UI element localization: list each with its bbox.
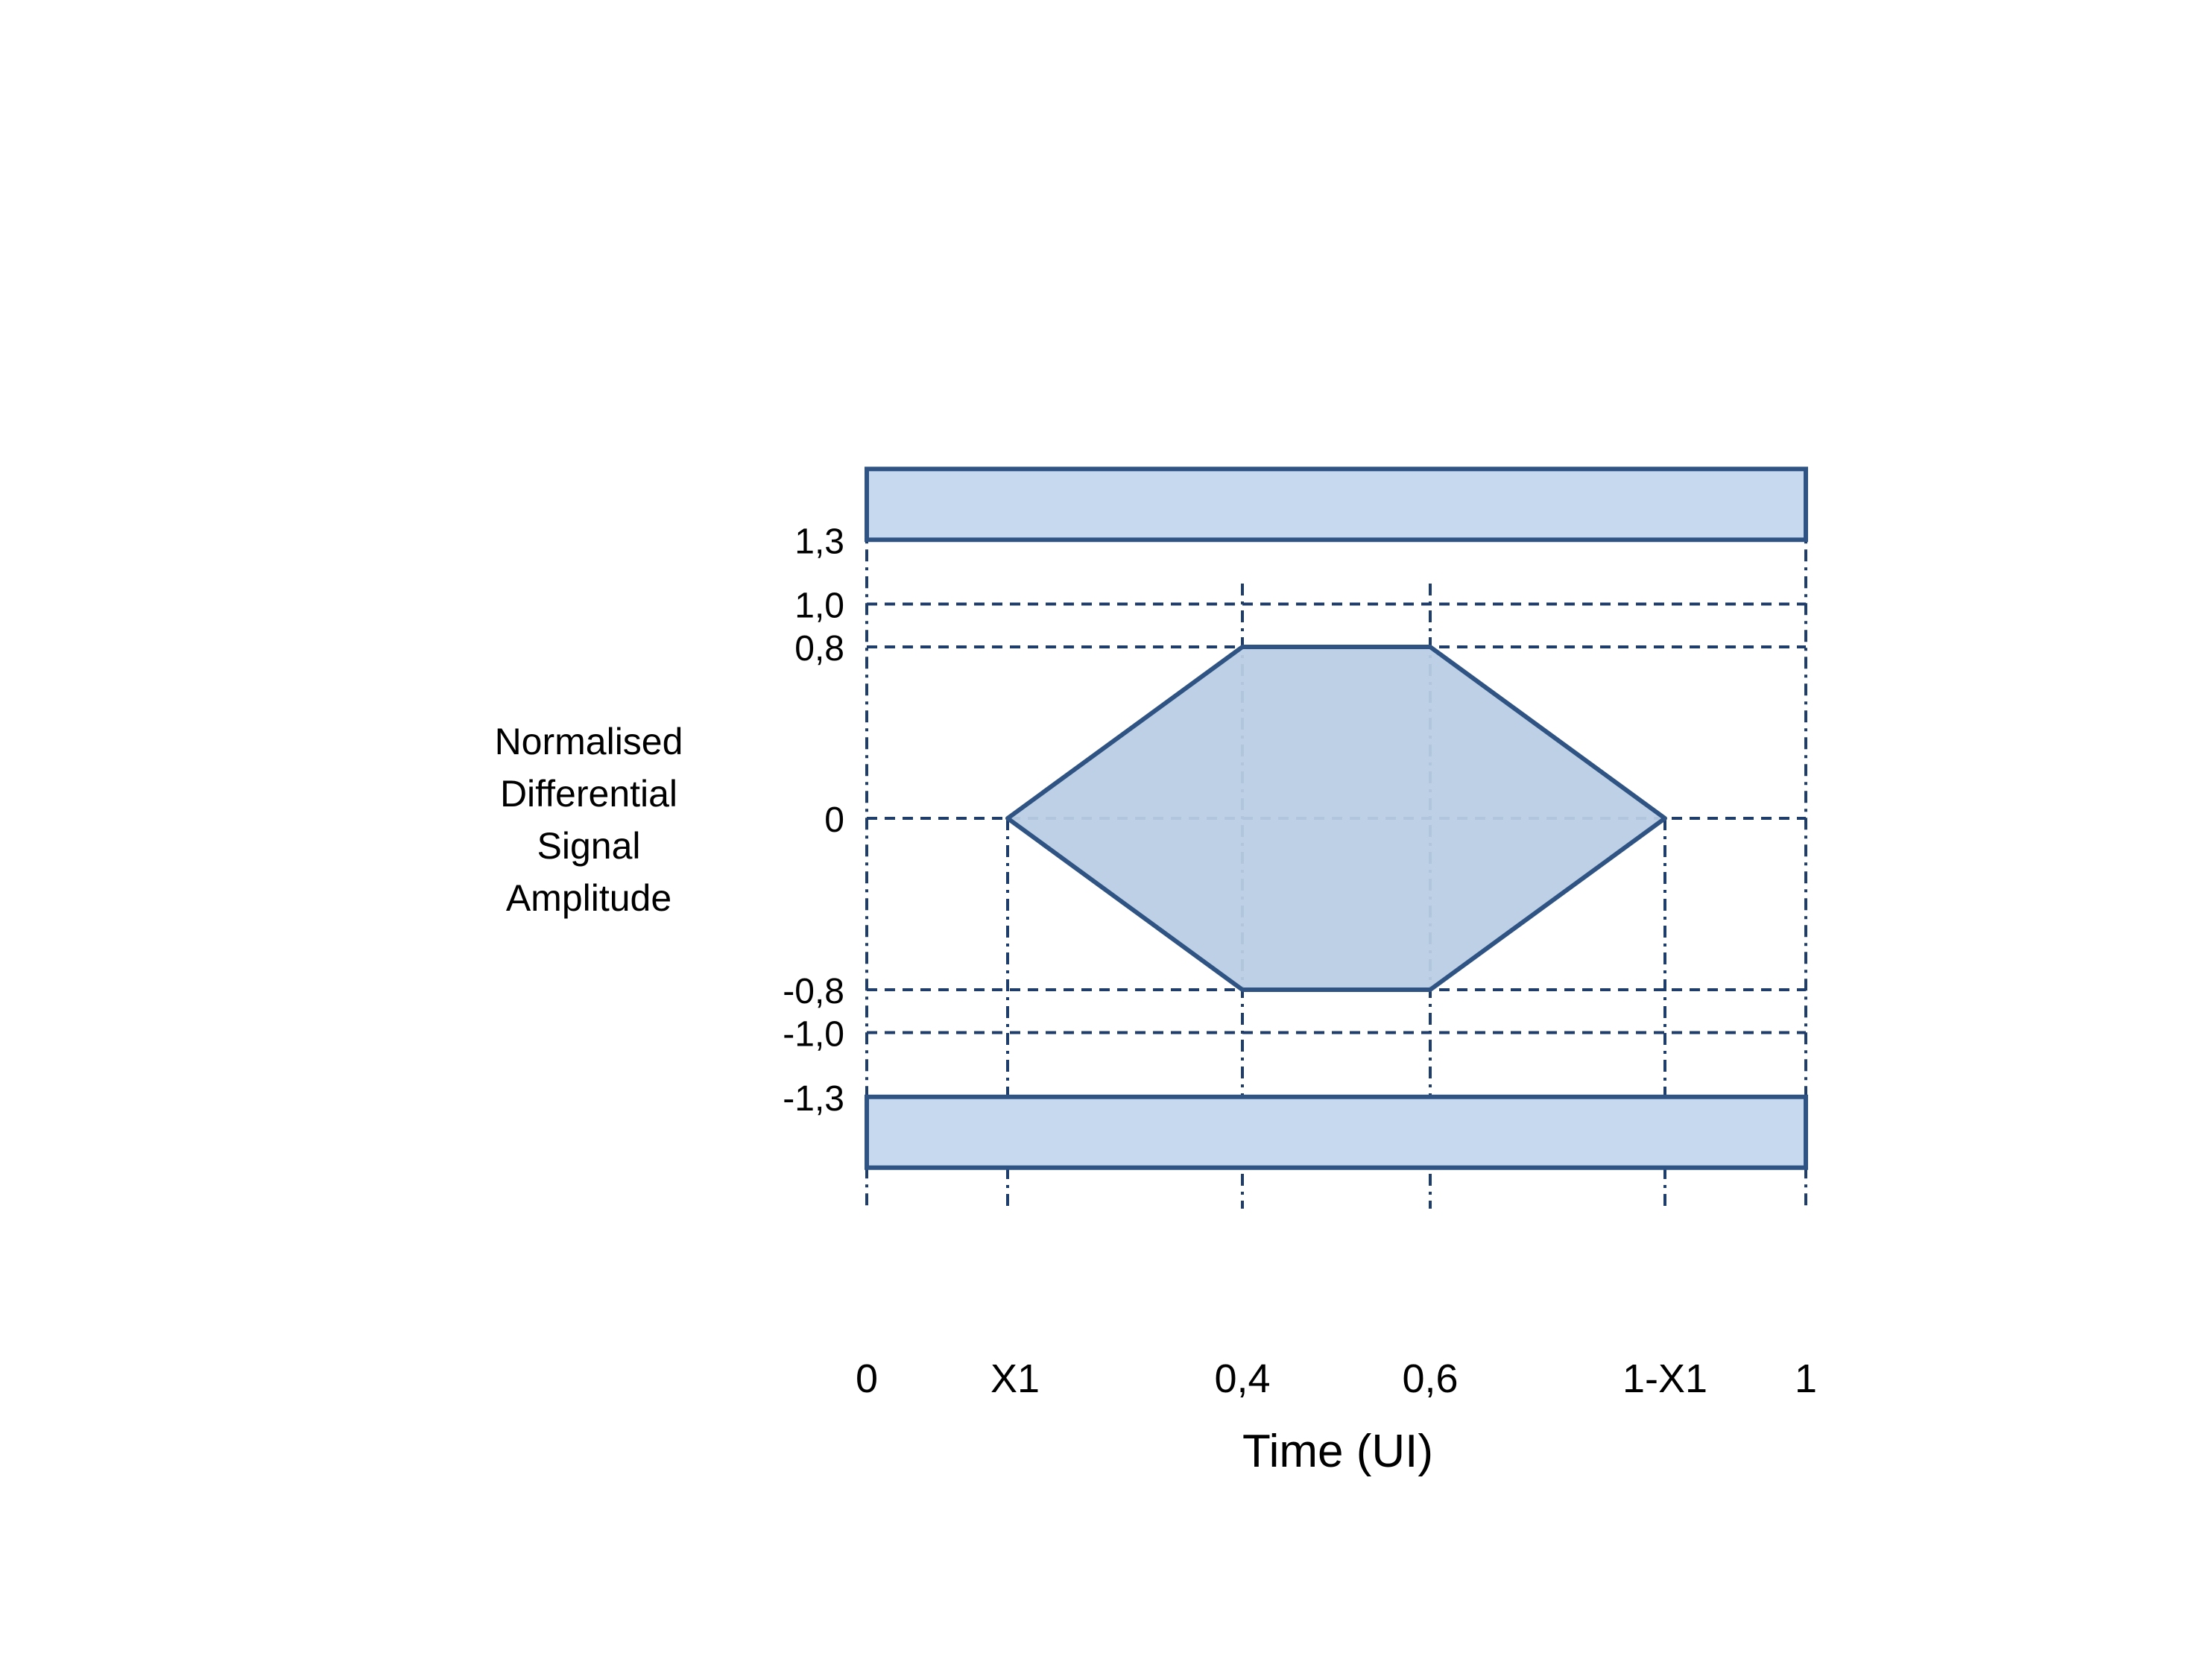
y-axis-title-line: Normalised — [494, 721, 683, 762]
x-tick-labels: 0 X1 0,4 0,6 1-X1 1 — [856, 1356, 1817, 1401]
lower-limit-bar — [865, 1094, 1808, 1170]
y-tick-label: 0 — [824, 800, 844, 840]
y-axis-title-line: Signal — [537, 825, 641, 867]
y-axis-title-line: Amplitude — [505, 877, 672, 919]
eye-mask-polygon — [1005, 645, 1667, 992]
x-tick-label: 1-X1 — [1622, 1356, 1707, 1401]
y-tick-label: 1,0 — [794, 587, 844, 626]
x-axis-title: Time (UI) — [1242, 1426, 1433, 1477]
x-tick-label: 0,4 — [1214, 1356, 1270, 1401]
x-tick-label: 0 — [856, 1356, 878, 1401]
upper-limit-bar — [865, 467, 1808, 543]
y-axis-title-line: Differential — [499, 773, 678, 815]
y-tick-label: -0,8 — [783, 972, 844, 1011]
y-tick-label: 1,3 — [794, 522, 844, 561]
x-tick-label: 0,6 — [1402, 1356, 1458, 1401]
y-tick-label: 0,8 — [794, 629, 844, 669]
y-tick-label: -1,0 — [783, 1015, 844, 1055]
x-tick-label: X1 — [990, 1356, 1040, 1401]
y-tick-label: -1,3 — [783, 1079, 844, 1119]
x-tick-label: 1 — [1795, 1356, 1817, 1401]
y-axis-title: Normalised Differential Signal Amplitude — [417, 715, 760, 924]
y-tick-labels: 1,3 1,00,8 0 -0,8 -1,0 -1,3 — [783, 522, 844, 1119]
